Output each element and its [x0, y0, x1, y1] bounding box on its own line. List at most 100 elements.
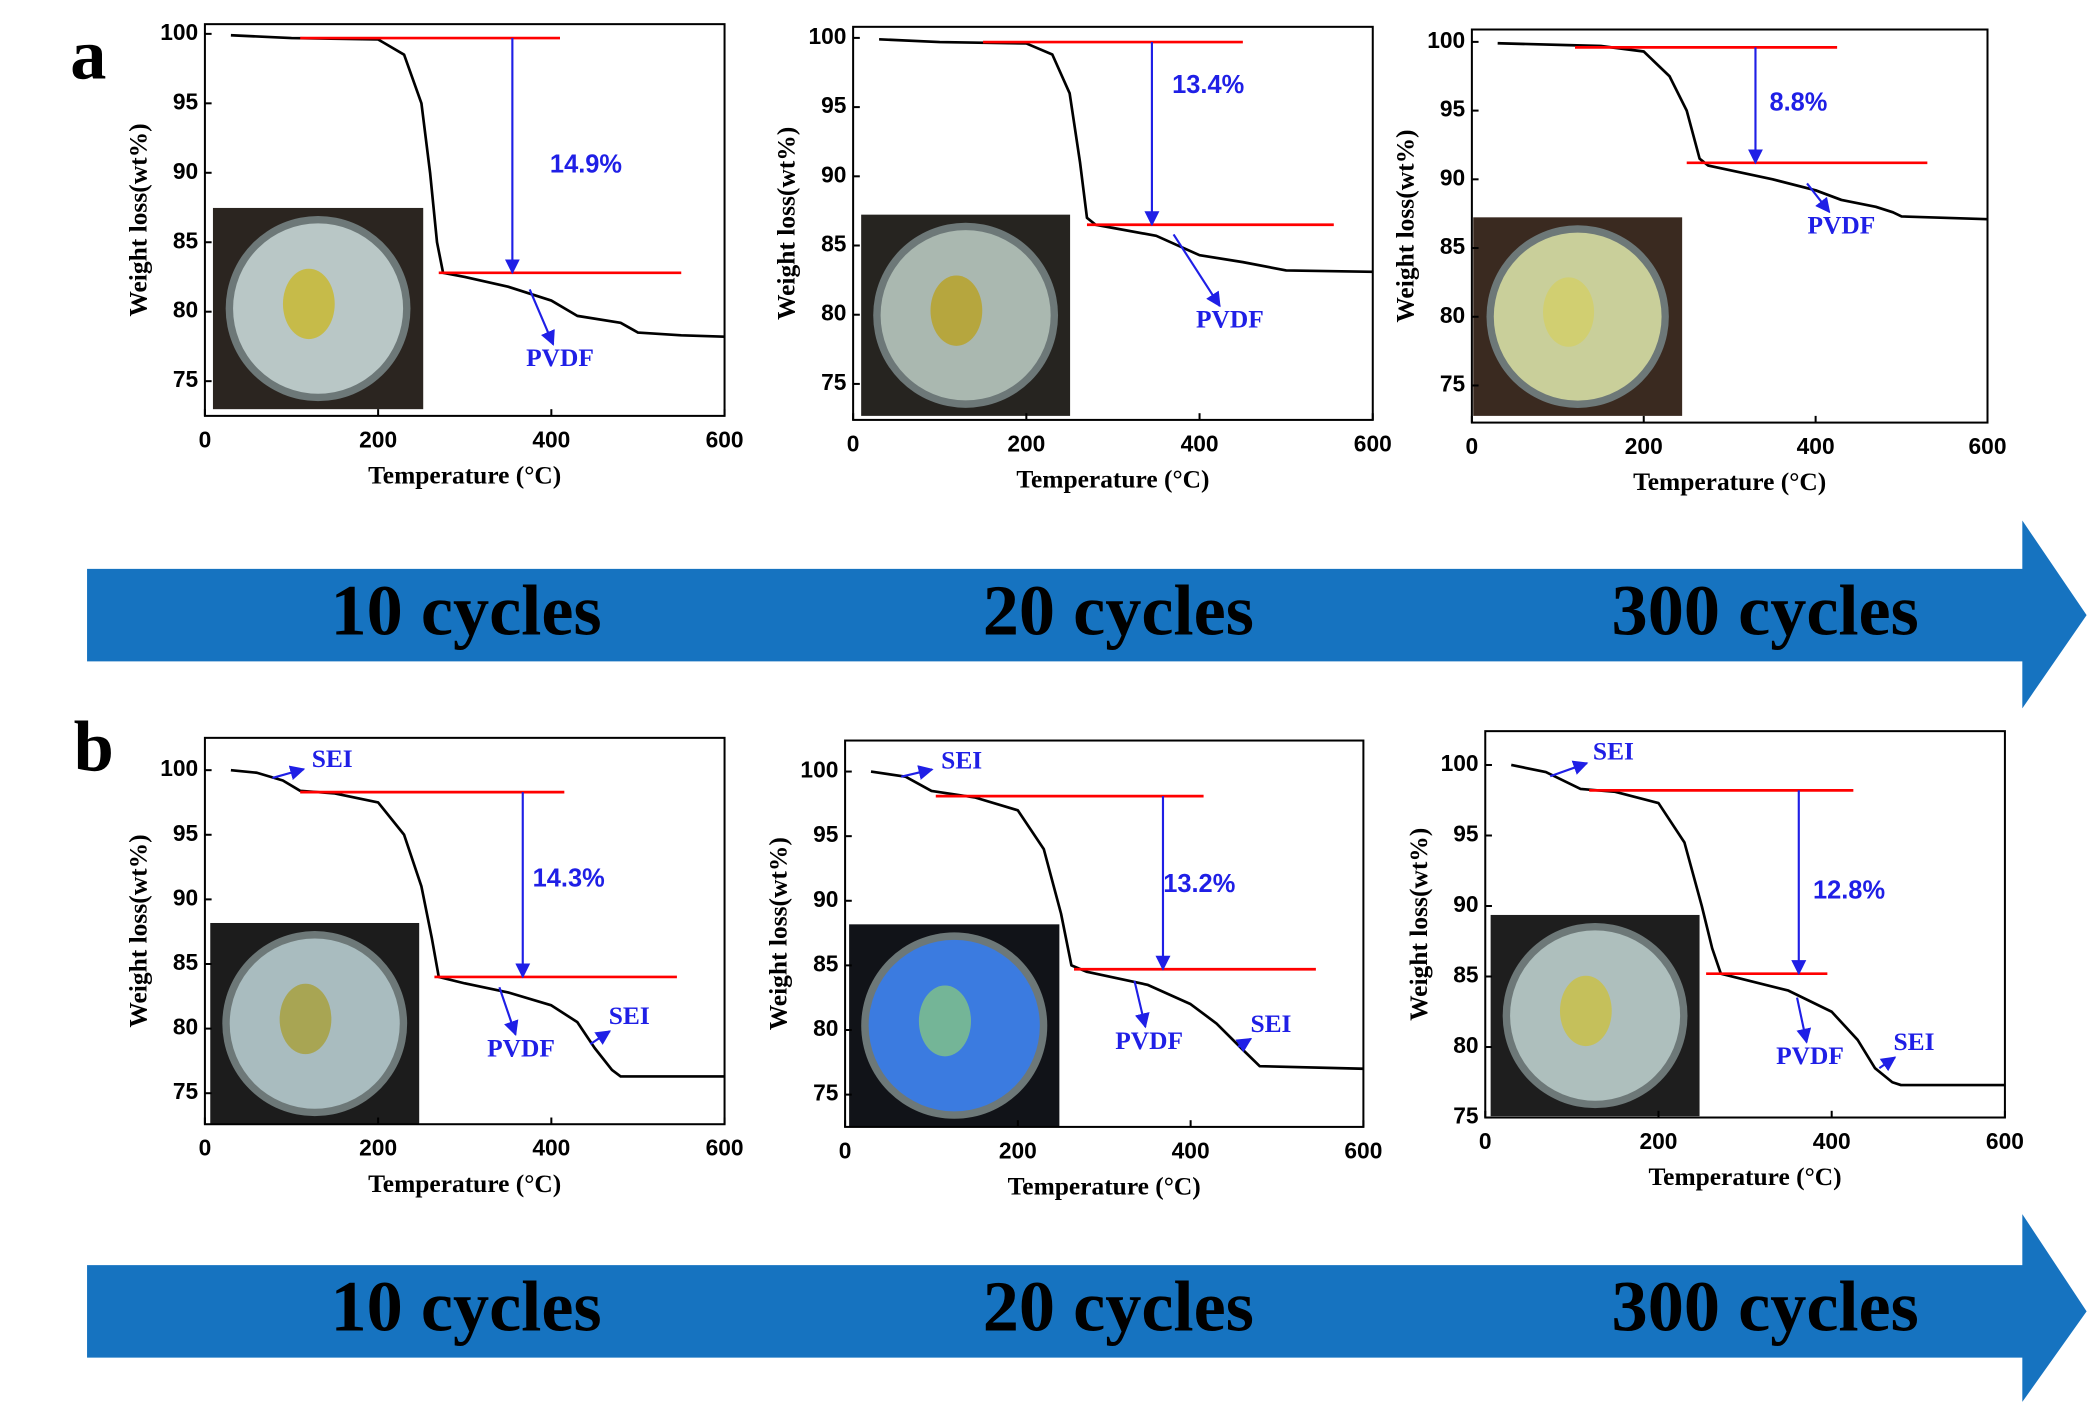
chart: 75 80 85 90 95 100 0 200 400 600 Temperature (°C) W…	[123, 19, 743, 490]
x-axis-label: Temperature (°C)	[368, 1169, 561, 1198]
x-tick-label: 400	[1797, 433, 1835, 459]
stage-label: 10 cycles	[331, 570, 602, 650]
y-tick-label: 85	[821, 231, 847, 257]
chart: 75 80 85 90 95 100 0 200 400 600 Temperature (°C) W…	[1390, 27, 2006, 496]
y-tick-label: 100	[160, 19, 198, 45]
drop-label: 8.8%	[1769, 88, 1827, 116]
annotation-label: PVDF	[1776, 1041, 1844, 1070]
stage-label: 20 cycles	[983, 570, 1254, 650]
sample	[1559, 975, 1612, 1047]
y-tick-label: 90	[173, 884, 198, 910]
annotation-arrow	[1796, 997, 1812, 1044]
plot-frame	[1470, 28, 1989, 424]
y-axis-label: Weight loss(wt%)	[123, 123, 152, 316]
x-axis-label: Temperature (°C)	[368, 460, 561, 489]
x-axis-label: Temperature (°C)	[1008, 1171, 1201, 1200]
annotation-label: PVDF	[526, 343, 594, 372]
stage-arrow	[87, 1214, 2087, 1402]
sample	[279, 983, 332, 1055]
stage-arrow	[87, 520, 2087, 709]
x-tick-label: 400	[1172, 1137, 1210, 1163]
y-tick-label: 80	[173, 297, 198, 323]
y-tick-label: 75	[821, 369, 847, 395]
y-tick-label: 95	[173, 88, 199, 114]
sample	[918, 985, 971, 1057]
x-tick-label: 400	[1813, 1128, 1851, 1154]
y-tick-label: 90	[821, 161, 846, 187]
y-tick-label: 90	[173, 158, 198, 184]
annotation-arrow	[1235, 1037, 1253, 1053]
chart: 75 80 85 90 95 100 0 200 400 600 Temperature (°C) W…	[772, 23, 1392, 494]
tga-curve	[230, 768, 725, 1078]
y-tick-label: 85	[813, 950, 839, 976]
sample	[282, 268, 335, 340]
annotation-arrow	[528, 289, 555, 346]
x-tick-label: 600	[1969, 433, 2007, 459]
annotation-arrow	[1549, 760, 1589, 778]
y-tick-label: 95	[821, 92, 847, 118]
y-tick-label: 100	[160, 755, 198, 781]
y-tick-label: 80	[173, 1014, 198, 1040]
annotation-label: PVDF	[1808, 210, 1876, 239]
x-tick-label: 0	[1479, 1128, 1492, 1154]
panel-label: b	[74, 707, 114, 787]
stage-label: 20 cycles	[983, 1267, 1254, 1347]
x-tick-label: 400	[532, 1135, 570, 1161]
y-tick-label: 100	[1441, 750, 1479, 776]
annotation-arrow	[1172, 233, 1221, 308]
drop-label: 12.8%	[1813, 877, 1885, 905]
annotation-label: PVDF	[1196, 304, 1264, 333]
x-tick-label: 200	[999, 1137, 1037, 1163]
tga-curve	[879, 37, 1373, 274]
y-tick-label: 85	[1453, 962, 1479, 988]
x-tick-label: 200	[1640, 1128, 1678, 1154]
annotation-arrow	[900, 765, 934, 780]
sample	[930, 275, 983, 346]
y-tick-label: 90	[813, 886, 838, 912]
x-tick-label: 0	[199, 426, 212, 452]
y-tick-label: 100	[808, 23, 846, 49]
annotation-label: SEI	[1593, 737, 1634, 766]
y-tick-label: 75	[1453, 1103, 1479, 1129]
tga-curve	[230, 33, 725, 339]
y-tick-label: 95	[1453, 820, 1479, 846]
annotation-arrow	[1133, 980, 1150, 1029]
plot-frame	[203, 23, 726, 417]
y-axis-label: Weight loss(wt%)	[1390, 129, 1419, 322]
sample	[1543, 277, 1595, 347]
annotation-label: SEI	[312, 744, 353, 773]
x-tick-label: 200	[359, 426, 397, 452]
tga-curve	[1497, 41, 1988, 221]
drop-label: 14.9%	[550, 151, 622, 179]
annotation-label: PVDF	[487, 1033, 555, 1062]
drop-label: 13.4%	[1172, 71, 1244, 99]
chart: 75 80 85 90 95 100 0 200 400 600 Temperature (°C) W…	[123, 736, 744, 1198]
tga-curve	[870, 770, 1364, 1071]
x-axis-label: Temperature (°C)	[1016, 464, 1209, 493]
annotation-arrow	[589, 1030, 612, 1046]
drop-label: 13.2%	[1163, 870, 1235, 898]
y-tick-label: 95	[1440, 96, 1466, 122]
annotation-arrow	[272, 765, 306, 781]
x-tick-label: 200	[1625, 433, 1663, 459]
stage-label: 10 cycles	[331, 1267, 602, 1347]
y-tick-label: 95	[173, 820, 199, 846]
y-tick-label: 75	[173, 1078, 199, 1104]
x-tick-label: 400	[1181, 430, 1219, 456]
annotation-label: SEI	[1893, 1027, 1934, 1056]
x-tick-label: 600	[706, 1135, 744, 1161]
y-axis-label: Weight loss(wt%)	[123, 834, 152, 1027]
x-tick-label: 600	[1354, 430, 1392, 456]
y-tick-label: 80	[813, 1015, 838, 1041]
x-tick-label: 0	[847, 430, 860, 456]
y-tick-label: 90	[1440, 164, 1465, 190]
stage-label: 300 cycles	[1612, 570, 1919, 650]
y-tick-label: 85	[173, 227, 199, 253]
x-tick-label: 400	[532, 426, 570, 452]
x-tick-label: 600	[1344, 1137, 1382, 1163]
y-tick-label: 75	[173, 366, 199, 392]
y-tick-label: 95	[813, 821, 839, 847]
y-axis-label: Weight loss(wt%)	[772, 127, 801, 320]
x-tick-label: 600	[1986, 1128, 2024, 1154]
y-tick-label: 75	[813, 1080, 839, 1106]
